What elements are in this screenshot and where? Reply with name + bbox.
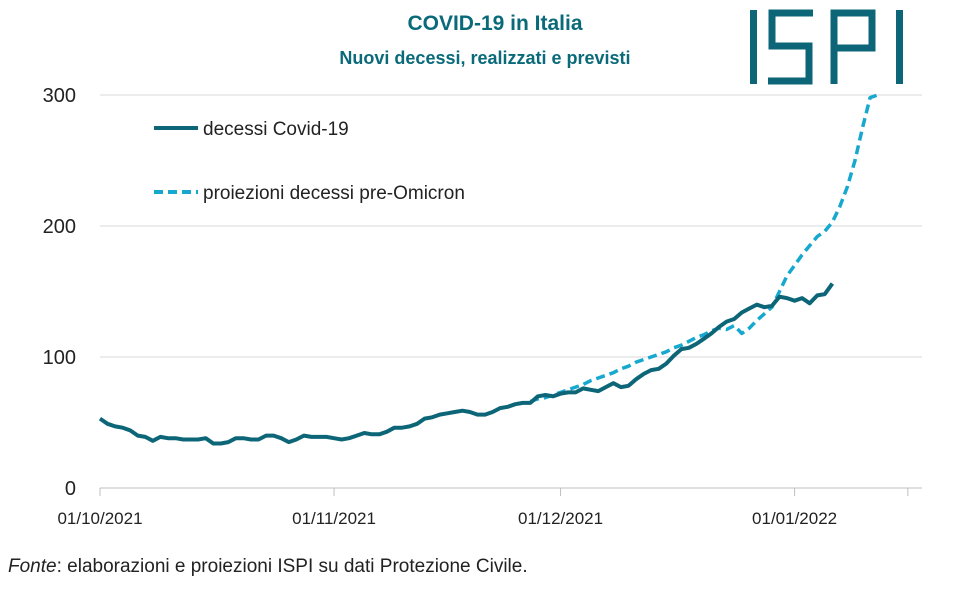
y-tick-label-100: 100 <box>43 347 76 369</box>
series-line-proiezioni <box>529 93 879 404</box>
logo-letter-i <box>750 10 757 84</box>
x-tick-label: 01/01/2022 <box>752 509 837 528</box>
logo-letter-p <box>830 9 876 84</box>
source-text: : elaborazioni e proiezioni ISPI su dati… <box>56 556 528 577</box>
logo-letter-i-2 <box>896 10 903 84</box>
y-axis-ticks: 0 100 200 300 <box>43 85 76 500</box>
y-tick-label-0: 0 <box>65 478 76 500</box>
chart-title: COVID-19 in Italia <box>407 12 583 35</box>
legend-label: decessi Covid-19 <box>203 119 349 140</box>
ispi-logo <box>750 9 903 85</box>
y-tick-label-200: 200 <box>43 216 76 238</box>
legend: decessi Covid-19 proiezioni decessi pre-O… <box>154 119 465 204</box>
series-line-decessi <box>98 282 835 446</box>
x-tick-label: 01/12/2021 <box>518 509 603 528</box>
grid-lines <box>100 94 922 358</box>
x-tick-label: 01/11/2021 <box>292 509 376 528</box>
x-axis: 01/10/2021 01/11/2021 01/12/2021 01/01/2022 <box>57 487 922 528</box>
logo-letter-s <box>768 9 813 85</box>
source-note: Fonte: elaborazioni e proiezioni ISPI su… <box>8 556 528 578</box>
x-tick-label: 01/10/2021 <box>57 509 142 528</box>
y-tick-label-300: 300 <box>43 85 76 107</box>
source-label: Fonte <box>8 556 57 577</box>
legend-label: proiezioni decessi pre-Omicron <box>203 183 465 204</box>
series-lines <box>98 93 879 446</box>
chart-subtitle: Nuovi decessi, realizzati e previsti <box>339 48 631 68</box>
